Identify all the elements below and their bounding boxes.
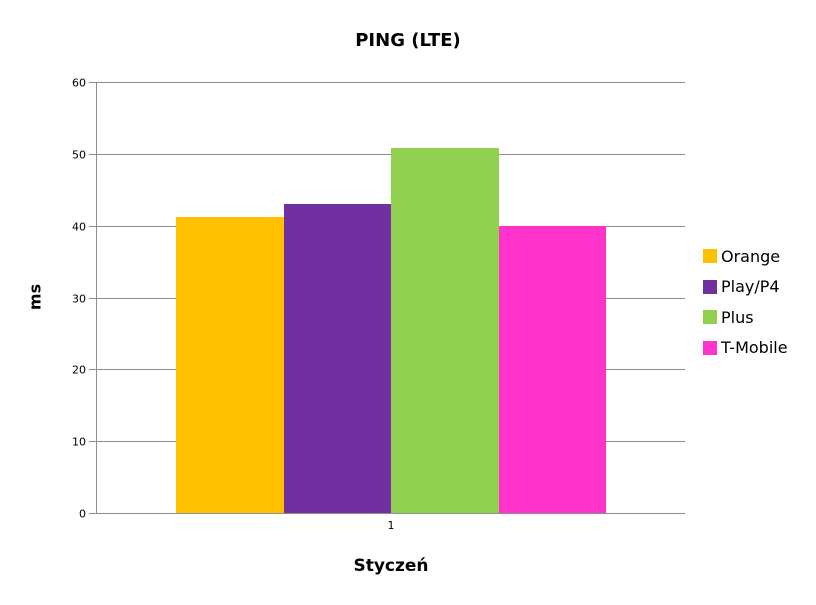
chart-title: PING (LTE): [355, 30, 461, 51]
bar-t-mobile: [498, 226, 606, 513]
legend-label-orange: Orange: [721, 246, 781, 266]
y-tick-label-50: 50: [72, 148, 86, 161]
y-tick-mark-60: [89, 82, 96, 83]
legend-swatch-plus: [703, 310, 717, 324]
legend-swatch-play-p4: [703, 279, 717, 294]
y-axis-title: ms: [25, 283, 45, 311]
y-tick-label-10: 10: [72, 435, 86, 448]
gridline-y-60: [97, 82, 685, 83]
y-tick-mark-30: [89, 298, 96, 299]
y-tick-label-30: 30: [72, 292, 86, 305]
y-tick-label-0: 0: [79, 507, 86, 520]
legend-swatch-t-mobile: [703, 340, 717, 355]
y-tick-mark-50: [89, 154, 96, 155]
x-axis-title: Styczeń: [353, 556, 429, 576]
legend-item-play-p4: Play/P4: [703, 277, 780, 296]
bar-plus: [391, 148, 499, 513]
y-tick-mark-20: [89, 369, 96, 370]
y-tick-mark-0: [89, 513, 96, 514]
legend-label-play-p4: Play/P4: [721, 277, 780, 296]
y-tick-label-40: 40: [72, 220, 86, 233]
legend-item-t-mobile: T-Mobile: [703, 338, 788, 357]
y-tick-label-60: 60: [72, 76, 86, 89]
legend-swatch-orange: [703, 249, 717, 263]
bar-play-p4: [283, 204, 391, 513]
gridline-y-0: [97, 513, 685, 514]
legend-label-t-mobile: T-Mobile: [721, 338, 788, 357]
y-tick-mark-10: [89, 441, 96, 442]
y-tick-mark-40: [89, 226, 96, 227]
y-axis-line: [96, 82, 97, 514]
legend-label-plus: Plus: [721, 307, 754, 327]
bar-orange: [176, 217, 284, 513]
legend-item-orange: Orange: [703, 246, 781, 266]
x-tick-label: 1: [387, 519, 395, 532]
y-tick-label-20: 20: [72, 363, 86, 376]
legend-item-plus: Plus: [703, 307, 754, 327]
